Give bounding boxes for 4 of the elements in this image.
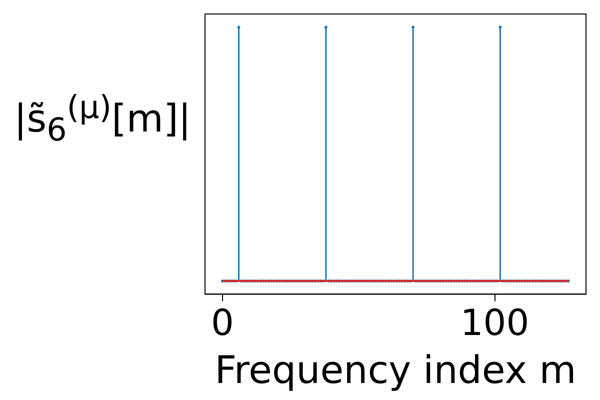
y-axis-title: |s̃$_{6}$$^{(μ)}$[m]| xyxy=(14,90,192,148)
x-tick-label: 100 xyxy=(460,303,530,344)
x-axis-title: Frequency index m xyxy=(214,348,576,392)
x-tick-label: 0 xyxy=(210,303,234,344)
